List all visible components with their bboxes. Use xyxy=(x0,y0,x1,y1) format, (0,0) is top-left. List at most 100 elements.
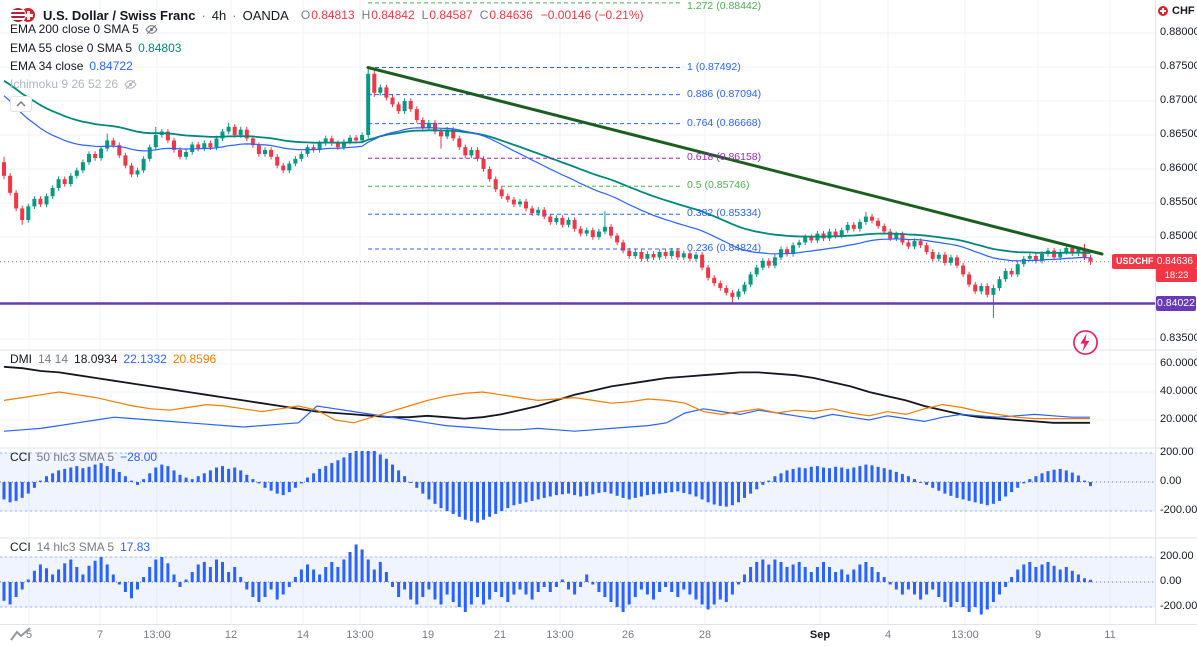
tradingview-logo-icon xyxy=(10,627,31,641)
header-separator: · xyxy=(232,7,237,23)
visibility-eye-icon[interactable] xyxy=(124,78,137,91)
adx-value: 18.0934 xyxy=(74,352,118,366)
axis-label: 60.0000 xyxy=(1160,357,1197,369)
cci14-pane xyxy=(0,544,1155,615)
instrument-flags-icon xyxy=(10,6,37,24)
indicator-value: 0.84803 xyxy=(138,41,182,55)
indicator-legend-ema34[interactable]: EMA 34 close 0.84722 xyxy=(10,59,133,73)
open-label: O xyxy=(300,8,311,22)
open-value: 0.84813 xyxy=(311,8,355,22)
indicator-name: EMA 55 close 0 SMA 5 xyxy=(10,41,133,55)
fib-level-label: 0.764 (0.86668) xyxy=(687,116,762,129)
indicator-name: EMA 200 close 0 SMA 5 xyxy=(10,22,139,36)
ema-lines xyxy=(3,79,1091,262)
chevron-up-icon xyxy=(16,101,26,107)
bar-countdown: 18:23 xyxy=(1156,268,1197,282)
axis-label: 0.86000 xyxy=(1160,162,1197,174)
plus-di-value: 22.1332 xyxy=(123,352,167,366)
time-axis-label: 9 xyxy=(1034,629,1042,641)
fib-level-label: 0.618 (0.86158) xyxy=(687,151,762,164)
axis-label: 0.83500 xyxy=(1160,332,1197,344)
currency-code: CHF xyxy=(1172,5,1195,17)
axis-label: -200.00 xyxy=(1160,504,1197,516)
axis-label: 200.00 xyxy=(1160,550,1194,562)
low-value: 0.84587 xyxy=(429,8,473,22)
cci50-legend[interactable]: CCI 50 hlc3 SMA 5 −28.00 xyxy=(10,450,157,464)
time-axis-label: 13:00 xyxy=(546,629,574,641)
axis-label: 20.0000 xyxy=(1160,413,1197,425)
chf-flag-icon xyxy=(1158,6,1168,16)
candlesticks xyxy=(2,67,1093,318)
low-label: L xyxy=(421,8,429,22)
time-axis-label: 11 xyxy=(1104,629,1116,641)
indicator-name: Ichimoku 9 26 52 26 xyxy=(10,77,119,91)
axis-label: 0.86500 xyxy=(1160,128,1197,140)
axis-label: -200.00 xyxy=(1160,600,1197,612)
exchange-label: OANDA xyxy=(242,7,289,23)
time-axis-label: 13:00 xyxy=(951,629,979,641)
indicator-legend-ema55[interactable]: EMA 55 close 0 SMA 5 0.84803 xyxy=(10,41,181,55)
time-axis-label: 13:00 xyxy=(346,629,374,641)
axis-label: 40.0000 xyxy=(1160,385,1197,397)
time-axis-label: 26 xyxy=(621,629,635,641)
time-axis[interactable] xyxy=(0,624,1197,646)
dmi-legend[interactable]: DMI 14 14 18.0934 22.1332 20.8596 xyxy=(10,352,216,366)
fib-level-label: 0.382 (0.85334) xyxy=(687,207,762,220)
timeframe-label[interactable]: 4h xyxy=(211,7,227,23)
time-axis-label: 28 xyxy=(698,629,712,641)
axis-label: 0.87000 xyxy=(1160,94,1197,106)
time-axis-label: 21 xyxy=(493,629,507,641)
time-axis-label: 5 xyxy=(25,629,33,641)
last-price-value: 0.84636 xyxy=(1156,255,1193,267)
last-price-label: USDCHF 0.84636 18:23 xyxy=(1112,253,1197,282)
indicator-name: CCI xyxy=(10,540,31,554)
high-label: H xyxy=(361,8,371,22)
indicator-params: 50 hlc3 SMA 5 xyxy=(36,450,115,464)
time-axis-label: Sep xyxy=(809,629,831,641)
pane-separators xyxy=(0,349,1197,539)
currency-label[interactable]: CHF xyxy=(1158,5,1195,17)
flash-boost-button[interactable] xyxy=(1072,329,1099,356)
collapse-indicators-button[interactable] xyxy=(10,96,32,112)
price-change: −0.00146 (−0.21%) xyxy=(540,8,644,22)
time-axis-label: 13:00 xyxy=(143,629,171,641)
symbol-title[interactable]: U.S. Dollar / Swiss Franc xyxy=(43,7,196,23)
axis-label: 0.00 xyxy=(1160,575,1182,587)
indicator-legend-ichimoku[interactable]: Ichimoku 9 26 52 26 xyxy=(10,77,137,91)
axis-label: 0.85500 xyxy=(1160,196,1197,208)
indicator-params: 14 14 xyxy=(38,352,69,366)
symbol-tag: USDCHF xyxy=(1116,256,1154,267)
cci50-value: −28.00 xyxy=(120,450,158,464)
time-axis-label: 12 xyxy=(224,629,238,641)
time-axis-label: 7 xyxy=(96,629,104,641)
indicator-name: DMI xyxy=(10,352,32,366)
lightning-icon xyxy=(1073,330,1098,355)
dmi-pane xyxy=(3,365,1090,432)
fib-level-label: 0.236 (0.84824) xyxy=(687,241,762,254)
cci14-legend[interactable]: CCI 14 hlc3 SMA 5 17.83 xyxy=(10,540,150,554)
minus-di-value: 20.8596 xyxy=(172,352,217,366)
indicator-legend-ema200[interactable]: EMA 200 close 0 SMA 5 xyxy=(10,22,158,36)
visibility-eye-icon[interactable] xyxy=(145,23,158,36)
axis-label: 0.00 xyxy=(1160,475,1182,487)
time-axis-label: 4 xyxy=(884,629,892,641)
ohlc-row: O0.84813 H0.84842 L0.84587 C0.84636 xyxy=(301,8,533,22)
tradingview-logo[interactable] xyxy=(10,627,32,646)
indicator-name: EMA 34 close xyxy=(10,59,84,73)
fib-level-label: 1 (0.87492) xyxy=(687,60,741,73)
time-axis-label: 14 xyxy=(296,629,310,641)
time-axis-label: 19 xyxy=(421,629,435,641)
fib-level-label: 0.5 (0.85746) xyxy=(687,179,750,192)
price-axis[interactable] xyxy=(1155,0,1197,624)
axis-label: 0.88000 xyxy=(1160,26,1197,38)
indicator-params: 14 hlc3 SMA 5 xyxy=(36,540,115,554)
cci14-value: 17.83 xyxy=(120,540,151,554)
indicator-name: CCI xyxy=(10,450,31,464)
indicator-value: 0.84722 xyxy=(89,59,133,73)
cci50-pane xyxy=(0,451,1155,523)
fib-level-label: 1.272 (0.88442) xyxy=(687,0,762,12)
gridlines xyxy=(0,0,1155,624)
axis-label: 0.87500 xyxy=(1160,60,1197,72)
